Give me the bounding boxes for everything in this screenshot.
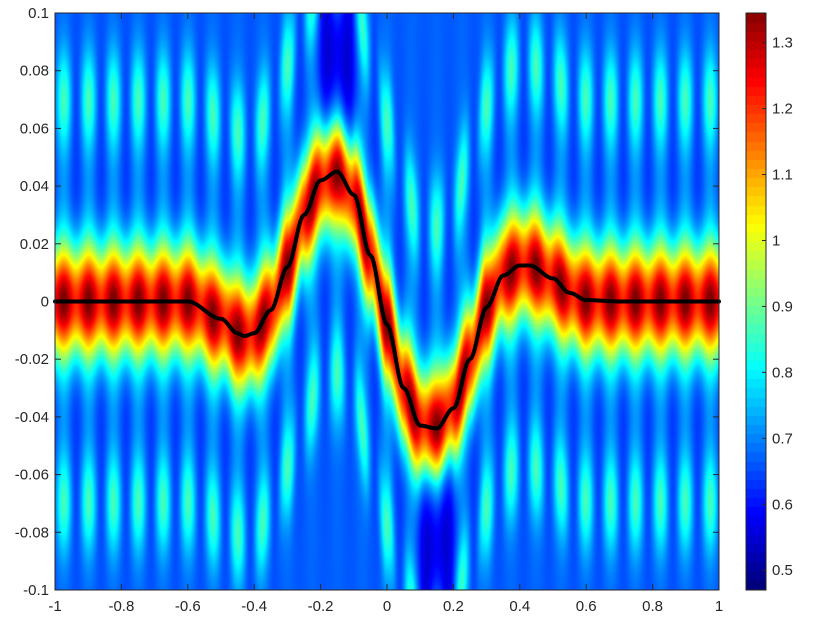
x-tick-label: -0.2 (308, 598, 334, 615)
colorbar-tick-label: 0.8 (772, 364, 793, 381)
y-tick-label: 0 (41, 294, 49, 311)
x-tick-label: 0.6 (576, 598, 597, 615)
colorbar-tick-label: 0.6 (772, 496, 793, 513)
colorbar-tick-label: 1.1 (772, 167, 793, 184)
y-tick-label: -0.06 (15, 467, 49, 484)
x-tick-label: 0.8 (642, 598, 663, 615)
y-tick-label: -0.1 (23, 582, 49, 599)
colorbar-tick-label: 0.7 (772, 430, 793, 447)
colorbar-tick-label: 0.9 (772, 298, 793, 315)
y-tick-label: 0.02 (20, 236, 49, 253)
y-tick-label: -0.04 (15, 409, 49, 426)
x-tick-label: 0.2 (443, 598, 464, 615)
x-tick-label: 0.4 (509, 598, 530, 615)
colorbar-tick-label: 1 (772, 233, 780, 250)
y-tick-label: 0.1 (28, 5, 49, 22)
x-tick-label: 1 (715, 598, 723, 615)
y-tick-label: 0.08 (20, 63, 49, 80)
x-axis-ticks: -1 -0.8 -0.6 -0.4 -0.2 0 0.2 0.4 0.6 0.8 1 (48, 13, 723, 615)
x-tick-label: 0 (383, 598, 391, 615)
x-tick-label: -0.8 (108, 598, 134, 615)
curve-line (53, 169, 721, 431)
y-tick-label: 0.06 (20, 120, 49, 137)
y-axis-ticks: -0.1 -0.08 -0.06 -0.04 -0.02 0 0.02 0.04 0.06 0.0… (15, 5, 719, 599)
colorbar-ticks: 0.5 0.6 0.7 0.8 0.9 1 1.1 1.2 1.3 (762, 35, 793, 579)
y-tick-label: -0.02 (15, 351, 49, 368)
colorbar-tick-label: 0.5 (772, 562, 793, 579)
y-tick-label: 0.04 (20, 178, 49, 195)
colorbar-tick-label: 1.3 (772, 35, 793, 52)
plot-frame (54, 12, 720, 591)
x-tick-label: -0.6 (175, 598, 201, 615)
x-tick-label: -0.4 (241, 598, 267, 615)
colorbar-tick-label: 1.2 (772, 101, 793, 118)
x-tick-label: -1 (48, 598, 61, 615)
y-tick-label: -0.08 (15, 524, 49, 541)
colorbar (746, 13, 766, 590)
colorbar-frame (745, 12, 767, 591)
